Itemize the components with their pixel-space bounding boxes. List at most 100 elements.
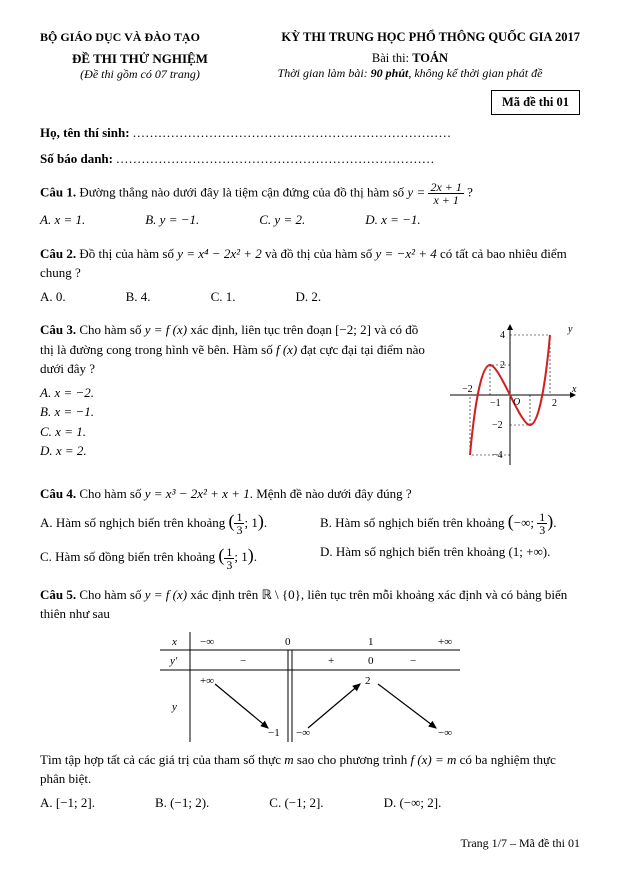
time-bold: 90 phút	[371, 66, 409, 80]
trial-note: (Đề thi gồm có 07 trang)	[40, 67, 240, 82]
q1-options: A. x = 1. B. y = −1. C. y = 2. D. x = −1…	[40, 210, 580, 230]
question-1: Câu 1. Đường thẳng nào dưới đây là tiệm …	[40, 181, 580, 230]
q2-text-a: Đồ thị của hàm số	[76, 246, 177, 261]
svg-text:4: 4	[500, 330, 505, 341]
q1-text-b: ?	[464, 184, 473, 199]
subject-line: Bài thi: TOÁN	[240, 51, 580, 66]
name-field: Họ, tên thí sinh: ......................…	[40, 125, 580, 141]
svg-text:+∞: +∞	[200, 675, 214, 687]
svg-text:−4: −4	[492, 450, 503, 461]
svg-text:x: x	[571, 384, 577, 395]
q4-options: A. Hàm số nghịch biến trên khoảng (13; 1…	[40, 508, 580, 571]
svg-text:2: 2	[500, 360, 505, 371]
q2-opt-a: A. 0.	[40, 287, 66, 307]
q3-label: Câu 3.	[40, 322, 76, 337]
q5-text-c: Tìm tập hợp tất cả các giá trị của tham …	[40, 752, 284, 767]
svg-text:y: y	[171, 701, 177, 713]
subject-label: Bài thi:	[372, 51, 412, 65]
id-field: Số báo danh: ...........................…	[40, 151, 580, 167]
q1-label: Câu 1.	[40, 184, 76, 199]
q2-opt-d: D. 2.	[295, 287, 321, 307]
svg-text:1: 1	[368, 636, 374, 648]
variation-table: x −∞ 0 1 +∞ y′ − + 0 − y +∞ 2 −1 −∞ −∞	[40, 632, 580, 742]
svg-text:0: 0	[285, 636, 291, 648]
q5-text-c-line: Tìm tập hợp tất cả các giá trị của tham …	[40, 750, 580, 789]
header: BỘ GIÁO DỤC VÀ ĐÀO TẠO KỲ THI TRUNG HỌC …	[40, 30, 580, 45]
q5-opt-b: B. (−1; 2).	[155, 793, 209, 813]
svg-text:0: 0	[368, 655, 374, 667]
svg-text:2: 2	[365, 675, 371, 687]
q4-opt-d: D. Hàm số nghịch biến trên khoảng (1; +∞…	[320, 542, 580, 571]
q3-opt-d: D. x = 2.	[40, 441, 430, 461]
q2-opt-b: B. 4.	[126, 287, 151, 307]
q3-eq2: f (x)	[276, 342, 297, 357]
svg-text:−: −	[410, 655, 416, 667]
q3-eq: y = f (x)	[145, 322, 187, 337]
q3-opt-b: B. x = −1.	[40, 402, 430, 422]
svg-text:+: +	[328, 655, 334, 667]
svg-text:−∞: −∞	[438, 727, 452, 739]
svg-text:x: x	[171, 636, 177, 648]
q2-options: A. 0. B. 4. C. 1. D. 2.	[40, 287, 580, 307]
subject-name: TOÁN	[412, 51, 448, 65]
q1-text-a: Đường thẳng nào dưới đây là tiệm cận đứn…	[76, 184, 407, 199]
exam-code: Mã đề thi 01	[491, 90, 580, 115]
q2-eq1: y = x⁴ − 2x² + 2	[177, 246, 262, 261]
trial-box: ĐỀ THI THỬ NGHIỆM (Đề thi gồm có 07 tran…	[40, 51, 240, 82]
q2-eq2: y = −x² + 4	[376, 246, 437, 261]
svg-text:−∞: −∞	[296, 727, 310, 739]
name-dots: ........................................…	[133, 125, 452, 140]
svg-text:y′: y′	[169, 655, 178, 667]
q4-text-a: Cho hàm số	[76, 486, 145, 501]
q5-options: A. [−1; 2]. B. (−1; 2). C. (−1; 2]. D. (…	[40, 793, 580, 813]
q4-opt-a: A. Hàm số nghịch biến trên khoảng (13; 1…	[40, 508, 300, 537]
subject-box: Bài thi: TOÁN Thời gian làm bài: 90 phút…	[240, 51, 580, 82]
q1-opt-a: A. x = 1.	[40, 210, 85, 230]
svg-text:O: O	[513, 397, 520, 408]
q5-text-a: Cho hàm số	[76, 587, 145, 602]
q5-m: m	[284, 752, 293, 767]
id-label: Số báo danh:	[40, 151, 113, 166]
q4-eq: y = x³ − 2x² + x + 1	[145, 486, 250, 501]
question-5: Câu 5. Cho hàm số y = f (x) xác định trê…	[40, 585, 580, 813]
svg-text:+∞: +∞	[438, 636, 452, 648]
svg-text:−1: −1	[490, 398, 501, 409]
q3-opt-c: C. x = 1.	[40, 422, 430, 442]
q4-text-b: . Mệnh đề nào dưới đây đúng ?	[250, 486, 412, 501]
q5-text-d: sao cho phương trình	[294, 752, 411, 767]
question-4: Câu 4. Cho hàm số y = x³ − 2x² + x + 1. …	[40, 484, 580, 571]
q4-opt-b: B. Hàm số nghịch biến trên khoảng (−∞; 1…	[320, 508, 580, 537]
ministry: BỘ GIÁO DỤC VÀ ĐÀO TẠO	[40, 30, 200, 45]
subheader: ĐỀ THI THỬ NGHIỆM (Đề thi gồm có 07 tran…	[40, 51, 580, 82]
q5-eq: y = f (x)	[145, 587, 187, 602]
q5-eq2: f (x) = m	[410, 752, 456, 767]
exam-title: KỲ THI TRUNG HỌC PHỔ THÔNG QUỐC GIA 2017	[281, 30, 580, 45]
svg-text:−: −	[240, 655, 246, 667]
page-footer: Trang 1/7 – Mã đề thi 01	[460, 836, 580, 851]
q2-text-b: và đồ thị của hàm số	[262, 246, 376, 261]
trial-title: ĐỀ THI THỬ NGHIỆM	[40, 51, 240, 67]
q1-opt-b: B. y = −1.	[145, 210, 199, 230]
question-2: Câu 2. Đồ thị của hàm số y = x⁴ − 2x² + …	[40, 244, 580, 307]
svg-text:−2: −2	[492, 420, 503, 431]
q5-label: Câu 5.	[40, 587, 76, 602]
q1-opt-d: D. x = −1.	[365, 210, 420, 230]
svg-text:2: 2	[552, 398, 557, 409]
svg-text:−∞: −∞	[200, 636, 214, 648]
name-label: Họ, tên thí sinh:	[40, 125, 130, 140]
id-dots: ........................................…	[116, 151, 435, 166]
time-line: Thời gian làm bài: 90 phút, không kể thờ…	[240, 66, 580, 81]
svg-text:y: y	[567, 324, 573, 335]
q4-label: Câu 4.	[40, 486, 76, 501]
q2-label: Câu 2.	[40, 246, 76, 261]
q5-opt-a: A. [−1; 2].	[40, 793, 95, 813]
q3-opt-a: A. x = −2.	[40, 383, 430, 403]
q1-opt-c: C. y = 2.	[259, 210, 305, 230]
q5-opt-c: C. (−1; 2].	[269, 793, 323, 813]
question-3: Câu 3. Cho hàm số y = f (x) xác định, li…	[40, 320, 580, 470]
time-suffix: , không kể thời gian phát đề	[408, 66, 542, 80]
svg-text:−1: −1	[268, 727, 280, 739]
q3-text-a: Cho hàm số	[76, 322, 145, 337]
q3-graph: y x O −2 2 4 2 −2 −4 −1	[440, 320, 580, 470]
time-prefix: Thời gian làm bài:	[278, 66, 371, 80]
